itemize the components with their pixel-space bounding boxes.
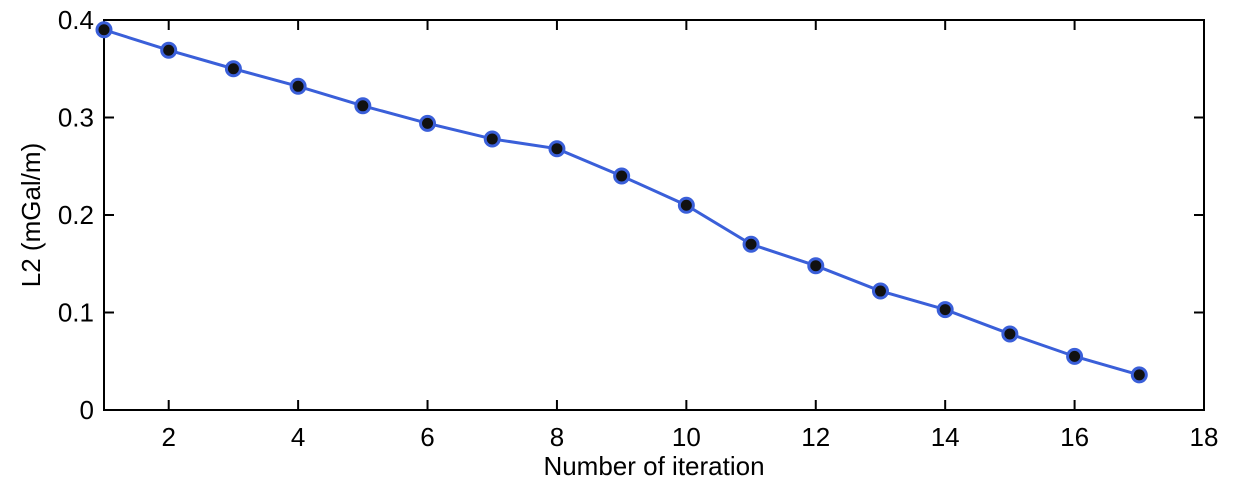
y-axis-label: L2 (mGal/m)	[16, 143, 46, 287]
y-tick-label: 0.4	[58, 5, 94, 35]
data-point	[548, 140, 566, 158]
data-point	[289, 77, 307, 95]
data-point	[1001, 325, 1019, 343]
data-point	[807, 257, 825, 275]
data-point	[1130, 366, 1148, 384]
x-tick-label: 4	[291, 422, 305, 452]
data-point	[354, 97, 372, 115]
y-tick-label: 0.3	[58, 103, 94, 133]
data-point	[224, 60, 242, 78]
x-tick-label: 2	[161, 422, 175, 452]
x-axis-label: Number of iteration	[543, 451, 764, 481]
data-point	[871, 282, 889, 300]
x-tick-label: 16	[1060, 422, 1089, 452]
data-point	[742, 235, 760, 253]
y-tick-label: 0.1	[58, 298, 94, 328]
series-group	[95, 21, 1148, 384]
x-tick-label: 18	[1190, 422, 1219, 452]
data-point	[1066, 347, 1084, 365]
data-point	[483, 130, 501, 148]
data-point	[95, 21, 113, 39]
x-tick-label: 6	[420, 422, 434, 452]
x-tick-label: 10	[672, 422, 701, 452]
data-point	[677, 196, 695, 214]
data-point	[613, 167, 631, 185]
x-tick-label: 12	[801, 422, 830, 452]
y-tick-label: 0	[80, 395, 94, 425]
data-point	[160, 41, 178, 59]
x-ticks: 2 4 6 8 10 12 14 16 18	[161, 20, 1218, 452]
x-tick-label: 14	[931, 422, 960, 452]
plot-area	[103, 19, 1205, 411]
data-point	[936, 301, 954, 319]
y-tick-label: 0.2	[58, 200, 94, 230]
data-point	[419, 114, 437, 132]
x-tick-label: 8	[550, 422, 564, 452]
y-ticks: 0 0.1 0.2 0.3 0.4	[58, 5, 1204, 425]
